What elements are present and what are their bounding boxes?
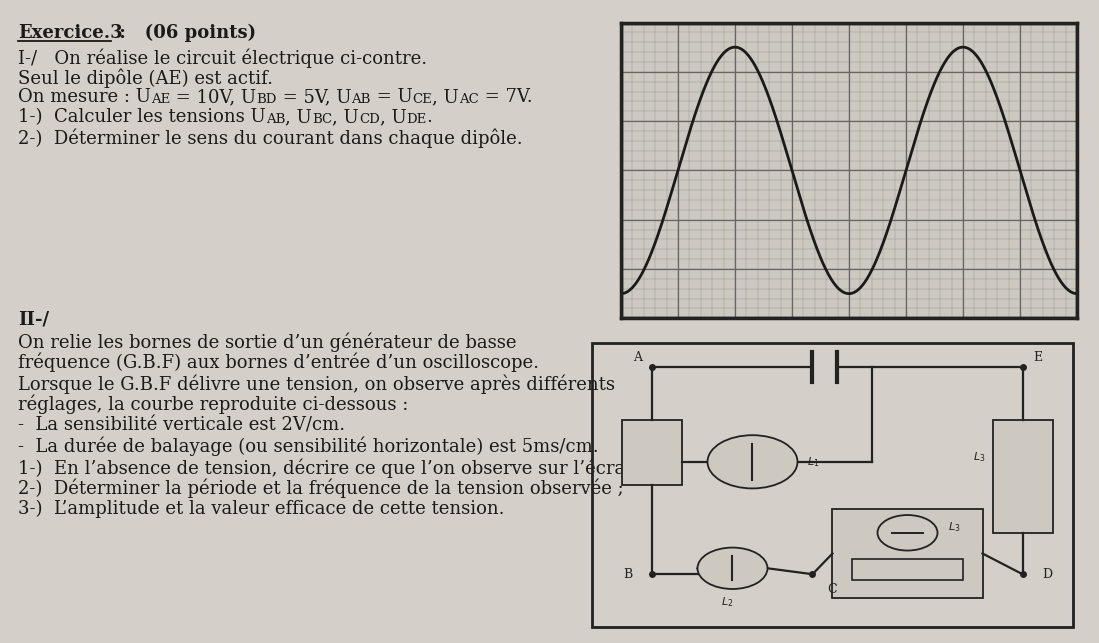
Text: 1-)  En l’absence de tension, décrire ce que l’on observe sur l’écran.: 1-) En l’absence de tension, décrire ce …: [18, 458, 643, 478]
Text: 1-)  Calculer les tensions U: 1-) Calculer les tensions U: [18, 108, 266, 126]
Circle shape: [708, 435, 798, 489]
Bar: [833, 509, 983, 598]
Text: , U: , U: [432, 88, 459, 106]
Text: B: B: [623, 568, 633, 581]
Bar: [992, 421, 1053, 533]
Text: = 10V, U: = 10V, U: [170, 88, 256, 106]
Text: $L_3$: $L_3$: [973, 450, 985, 464]
Bar: [622, 421, 682, 485]
Text: fréquence (G.B.F) aux bornes d’entrée d’un oscilloscope.: fréquence (G.B.F) aux bornes d’entrée d’…: [18, 353, 539, 372]
Text: $L_2$: $L_2$: [721, 595, 734, 609]
Text: .: .: [426, 108, 432, 126]
Text: 2-)  Déterminer la période et la fréquence de la tension observée ;: 2-) Déterminer la période et la fréquenc…: [18, 479, 624, 498]
Text: Lorsque le G.B.F délivre une tension, on observe après différents: Lorsque le G.B.F délivre une tension, on…: [18, 374, 615, 394]
Text: -  La sensibilité verticale est 2V/cm.: - La sensibilité verticale est 2V/cm.: [18, 416, 345, 434]
Text: = 7V.: = 7V.: [479, 88, 532, 106]
Text: A: A: [633, 351, 642, 364]
Text: II-/: II-/: [18, 310, 49, 328]
Text: BD: BD: [256, 93, 277, 106]
Text: BC: BC: [312, 113, 332, 126]
Text: :   (06 points): : (06 points): [113, 24, 256, 42]
Text: AC: AC: [459, 93, 479, 106]
Text: 3-)  L’amplitude et la valeur efficace de cette tension.: 3-) L’amplitude et la valeur efficace de…: [18, 500, 504, 518]
Text: , U: , U: [379, 108, 407, 126]
Text: = U: = U: [370, 88, 412, 106]
Text: AB: AB: [266, 113, 285, 126]
Text: $L_1$: $L_1$: [808, 455, 820, 469]
Text: -  La durée de balayage (ou sensibilité horizontale) est 5ms/cm.: - La durée de balayage (ou sensibilité h…: [18, 437, 599, 457]
Text: I-/   On réalise le circuit électrique ci-contre.: I-/ On réalise le circuit électrique ci-…: [18, 48, 428, 68]
Text: On relie les bornes de sortie d’un générateur de basse: On relie les bornes de sortie d’un génér…: [18, 332, 517, 352]
Text: = 5V, U: = 5V, U: [277, 88, 352, 106]
Text: $L_3$: $L_3$: [947, 520, 959, 534]
Text: C: C: [828, 583, 837, 596]
Text: CD: CD: [358, 113, 379, 126]
Text: E: E: [1033, 351, 1042, 364]
Circle shape: [877, 515, 937, 550]
Text: AE: AE: [151, 93, 170, 106]
Text: , U: , U: [332, 108, 358, 126]
Text: Seul le dipôle (AE) est actif.: Seul le dipôle (AE) est actif.: [18, 68, 273, 87]
Text: réglages, la courbe reproduite ci-dessous :: réglages, la courbe reproduite ci-dessou…: [18, 395, 409, 415]
Text: On mesure : U: On mesure : U: [18, 88, 151, 106]
Text: AB: AB: [352, 93, 370, 106]
Text: 2-)  Déterminer le sens du courant dans chaque dipôle.: 2-) Déterminer le sens du courant dans c…: [18, 128, 523, 147]
Text: DE: DE: [407, 113, 426, 126]
Text: , U: , U: [285, 108, 312, 126]
Text: D: D: [1043, 568, 1053, 581]
Text: CE: CE: [412, 93, 432, 106]
Text: Exercice.3: Exercice.3: [18, 24, 123, 42]
Bar: [853, 559, 963, 580]
Circle shape: [698, 548, 767, 589]
